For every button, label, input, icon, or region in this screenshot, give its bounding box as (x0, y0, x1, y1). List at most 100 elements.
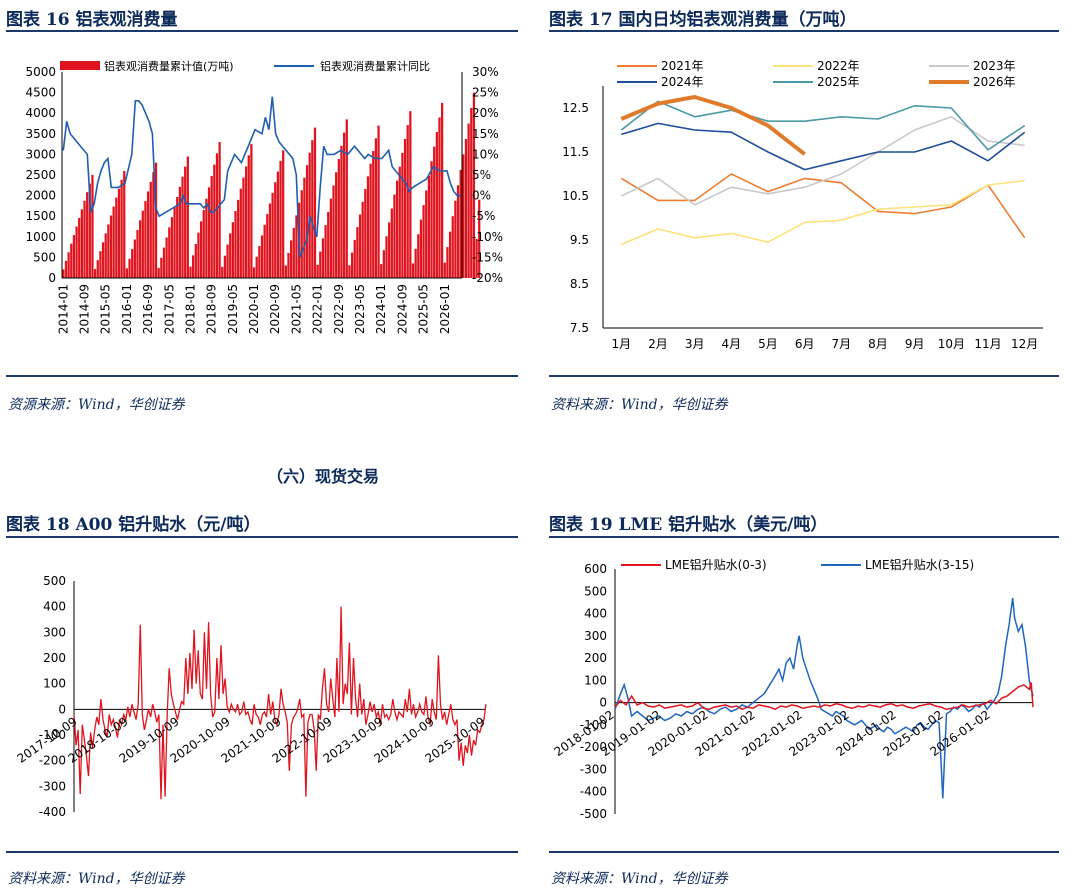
legend-label: 2021年 (661, 59, 704, 73)
cumulative-bar (353, 239, 356, 278)
y-tick-label: 100 (43, 677, 66, 691)
y-tick-label: 500 (584, 584, 607, 598)
figure-17-title: 图表 17 国内日均铝表观消费量（万吨） (549, 10, 857, 30)
cumulative-bar (157, 267, 160, 278)
figure-19-title-rule (549, 536, 1059, 538)
y-tick-label: 4500 (25, 86, 56, 100)
cumulative-bar (313, 127, 317, 279)
x-tick-label: 2021-05 (289, 284, 303, 334)
cumulative-bar (451, 216, 454, 278)
cumulative-bar (189, 266, 192, 278)
aluminum-consumption-chart: 5000450040003500300025002000150010005000… (25, 59, 503, 334)
legend-cumulative: 铝表观消费量累计值(万吨) (104, 59, 234, 73)
cumulative-bar (112, 206, 115, 278)
x-tick-label: 2022-01 (311, 284, 325, 334)
cumulative-bar (144, 201, 147, 278)
cumulative-bar (409, 111, 412, 278)
legend-3-15: LME铝升贴水(3-15) (865, 557, 974, 572)
cumulative-bar (329, 198, 332, 278)
cumulative-bar (107, 224, 110, 278)
cumulative-bar (366, 176, 370, 278)
cumulative-bar (62, 269, 65, 278)
cumulative-bar (345, 119, 348, 278)
cumulative-bar (403, 138, 407, 278)
cumulative-bar (305, 165, 309, 278)
cumulative-bar (287, 252, 290, 278)
cumulative-bar (244, 166, 248, 278)
cumulative-bar (239, 188, 242, 278)
cumulative-bar (192, 255, 195, 278)
cumulative-bar (199, 221, 203, 278)
cumulative-bar (478, 199, 481, 278)
cumulative-bar (160, 257, 163, 278)
figure-17-source: 资料来源：Wind，华创证券 (551, 397, 728, 413)
cumulative-bar (348, 265, 351, 278)
y-tick-label: 2000 (25, 189, 56, 203)
cumulative-bar (388, 222, 391, 278)
x-tick-label: 2015-05 (99, 284, 113, 334)
cumulative-bar (430, 161, 433, 278)
series-line-2022年 (620, 179, 1025, 246)
y-tick-label: -400 (39, 805, 66, 819)
cumulative-bar (152, 172, 155, 278)
x-tick-label: 2020-09 (268, 284, 282, 334)
cumulative-bar (70, 243, 73, 278)
x-tick-label: 2024-01 (374, 284, 388, 334)
legend-label: 2026年 (973, 75, 1016, 89)
y2-tick-label: -5% (472, 209, 495, 223)
cumulative-bar (332, 185, 335, 278)
cumulative-bar (433, 146, 436, 278)
cumulative-bar (229, 233, 232, 278)
series-line-2026年 (620, 95, 806, 156)
figure-18-title-rule (6, 536, 518, 538)
cumulative-bar (223, 255, 227, 278)
cumulative-bar (91, 175, 94, 278)
legend-label: 2023年 (973, 59, 1016, 73)
cumulative-bar (448, 231, 452, 278)
cumulative-bar (266, 214, 269, 278)
cumulative-bar (372, 150, 375, 278)
cumulative-bar (340, 145, 343, 278)
series-line-2024年 (621, 122, 1026, 171)
legend-label: 2024年 (661, 75, 704, 89)
figure-19-bottom-rule (549, 851, 1059, 853)
cumulative-bar (247, 155, 250, 278)
cumulative-bar (427, 175, 431, 278)
cumulative-bar (128, 258, 131, 278)
series-line-2025年 (620, 100, 1026, 151)
y-tick-label: -100 (580, 718, 607, 732)
cumulative-bar (88, 183, 91, 278)
cumulative-bar (422, 205, 425, 278)
figure-18-title: 图表 18 A00 铝升贴水（元/吨） (6, 515, 261, 535)
cumulative-bar (109, 215, 113, 278)
cumulative-bar (475, 238, 478, 278)
cumulative-bar (237, 199, 240, 278)
cumulative-bar (335, 172, 338, 278)
a00-premium-line (73, 606, 487, 800)
cumulative-bar (170, 217, 174, 278)
cumulative-bar (295, 215, 298, 278)
y-tick-label: 300 (584, 629, 607, 643)
cumulative-bar (120, 179, 123, 278)
cumulative-bar (462, 154, 465, 278)
cumulative-bar (123, 170, 126, 278)
x-tick-label: 10月 (938, 337, 965, 351)
x-tick-label: 2026-01 (438, 284, 452, 334)
cumulative-bar (186, 156, 189, 278)
cumulative-bar (141, 210, 144, 278)
cumulative-bar (213, 164, 216, 278)
cumulative-bar (459, 169, 462, 278)
cumulative-bar (390, 208, 393, 278)
y-tick-label: 0 (599, 696, 607, 710)
cumulative-bar (425, 190, 428, 278)
cumulative-bar (356, 227, 359, 278)
section-title: （六）现货交易 (267, 467, 380, 486)
cumulative-bar (414, 248, 417, 278)
cumulative-bar (242, 177, 245, 278)
lme-premium-chart: 600 500 400 300 200 100 0 -100 -200 -300 -400 -500 L… (552, 557, 1034, 821)
y-tick-label: -500 (580, 807, 607, 821)
cumulative-bar (456, 185, 460, 278)
cumulative-bar (115, 197, 118, 278)
cumulative-bar (197, 232, 200, 278)
y2-tick-label: -15% (472, 250, 503, 264)
